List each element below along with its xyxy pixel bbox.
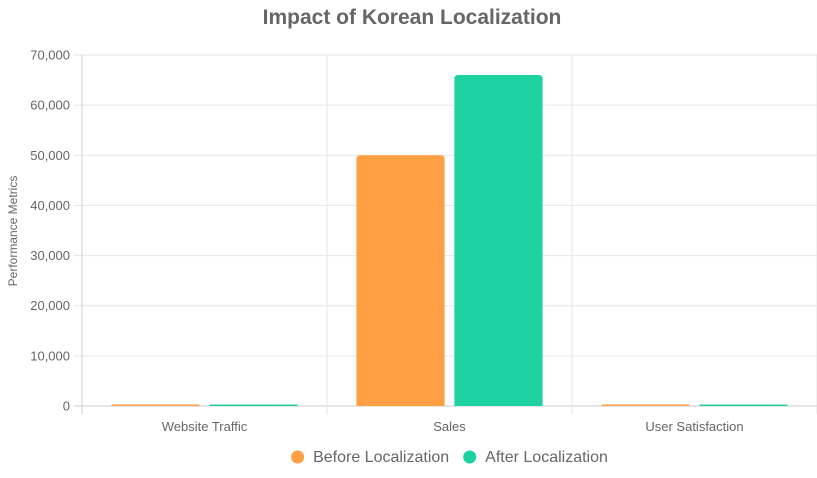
y-tick-label: 50,000: [30, 148, 70, 163]
bar[interactable]: [699, 404, 788, 407]
bar[interactable]: [356, 155, 445, 406]
legend-label: Before Localization: [313, 449, 449, 466]
y-axis-title: Performance Metrics: [6, 176, 20, 287]
y-tick-label: 60,000: [30, 98, 70, 113]
bar[interactable]: [454, 75, 543, 407]
y-tick-label: 20,000: [30, 298, 70, 313]
legend-marker: [291, 450, 305, 464]
x-tick-label: User Satisfaction: [645, 419, 743, 434]
bar[interactable]: [111, 404, 200, 407]
legend-item[interactable]: After Localization: [463, 449, 608, 466]
bar[interactable]: [601, 404, 690, 407]
y-tick-label: 70,000: [30, 48, 70, 63]
y-tick-label: 40,000: [30, 198, 70, 213]
x-axis-ticks: Website Traffic Sales User Satisfaction: [162, 419, 744, 434]
legend: Before Localization After Localization: [291, 449, 608, 466]
bars-layer: [111, 75, 788, 407]
chart-title: Impact of Korean Localization: [263, 6, 562, 29]
y-axis-ticks: 0 10,000 20,000 30,000 40,000 50,000 60,000 70,…: [30, 48, 70, 414]
x-tick-label: Website Traffic: [162, 419, 248, 434]
y-tick-label: 30,000: [30, 248, 70, 263]
legend-label: After Localization: [485, 449, 608, 466]
grid-layer: [74, 54, 817, 414]
legend-item[interactable]: Before Localization: [291, 449, 449, 466]
y-tick-label: 0: [63, 399, 70, 414]
bar[interactable]: [209, 404, 298, 407]
x-tick-label: Sales: [433, 419, 466, 434]
y-tick-label: 10,000: [30, 348, 70, 363]
legend-marker: [463, 450, 477, 464]
